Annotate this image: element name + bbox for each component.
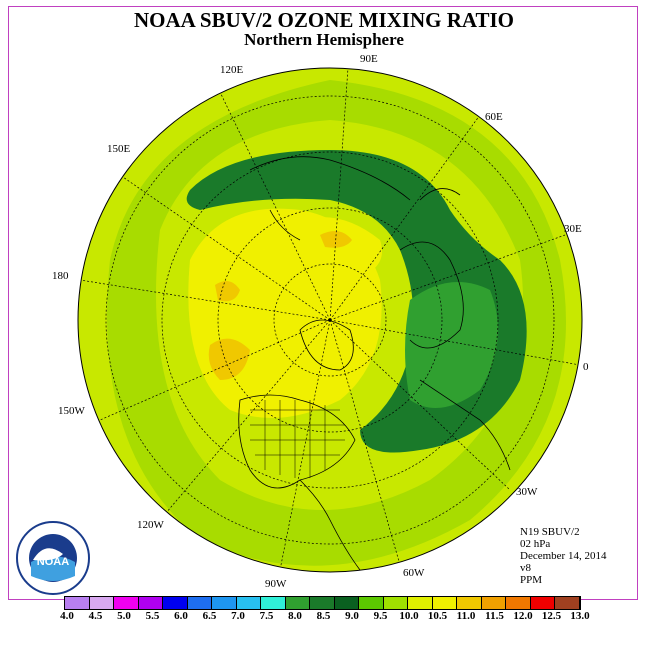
colorbar-cell xyxy=(163,597,188,609)
colorbar-cell xyxy=(530,597,555,609)
colorbar-tick-label: 10.0 xyxy=(399,610,419,622)
info-level: 02 hPa xyxy=(520,538,551,550)
info-version: v8 xyxy=(520,562,531,574)
colorbar-cell xyxy=(89,597,114,609)
lon-label-60e: 60E xyxy=(485,111,503,123)
field-orange-1 xyxy=(215,281,240,302)
lon-label-120w: 120W xyxy=(137,519,165,531)
colorbar-tick-label: 8.0 xyxy=(288,610,302,622)
colorbar-tick-label: 11.0 xyxy=(456,610,476,622)
lon-label-90e: 90E xyxy=(360,53,378,65)
logo-text: NOAA xyxy=(37,556,69,568)
lon-label-150e: 150E xyxy=(107,143,131,155)
colorbar-tick-label: 6.0 xyxy=(174,610,188,622)
info-date: December 14, 2014 xyxy=(520,550,607,562)
colorbar-cell xyxy=(212,597,237,609)
info-units: PPM xyxy=(520,574,543,586)
colorbar-cell xyxy=(334,597,359,609)
colorbar-cell xyxy=(481,597,506,609)
field-orange-2 xyxy=(208,338,250,380)
colorbar-cell xyxy=(187,597,212,609)
colorbar-tick-label: 12.0 xyxy=(513,610,533,622)
lon-label-120e: 120E xyxy=(220,64,244,76)
colorbar-cell xyxy=(408,597,433,609)
colorbar-cell xyxy=(359,597,384,609)
colorbar-cell xyxy=(432,597,457,609)
colorbar-tick-label: 11.5 xyxy=(485,610,504,622)
colorbar-tick-label: 4.0 xyxy=(60,610,74,622)
field-green-core xyxy=(405,282,498,408)
page-title: NOAA SBUV/2 OZONE MIXING RATIO xyxy=(134,8,514,32)
colorbar-tick-label: 9.5 xyxy=(373,610,388,622)
colorbar-tick-label: 9.0 xyxy=(345,610,359,622)
colorbar-tick-label: 7.5 xyxy=(259,610,274,622)
lon-label-0: 0 xyxy=(583,361,589,373)
colorbar-tick-label: 8.5 xyxy=(316,610,331,622)
map-border xyxy=(77,67,583,573)
lon-label-60w: 60W xyxy=(403,567,425,579)
colorbar-tick-label: 10.5 xyxy=(427,610,448,622)
noaa-logo: NOAA xyxy=(16,521,90,595)
colorbar-cell xyxy=(457,597,482,609)
colorbar-ticks: 4.0 4.5 5.0 5.5 6.0 6.5 7.0 7.5 8.0 8.5 9.0 9.5 10.0… xyxy=(0,610,648,624)
lon-label-30e: 30E xyxy=(564,223,582,235)
colorbar-cell xyxy=(310,597,335,609)
colorbar-tick-label: 13.0 xyxy=(570,610,590,622)
colorbar-cell xyxy=(285,597,310,609)
lon-label-90w: 90W xyxy=(265,578,287,590)
colorbar-cell xyxy=(555,597,580,609)
colorbar-cell xyxy=(383,597,408,609)
lon-label-150w: 150W xyxy=(58,405,86,417)
colorbar-tick-label: 5.5 xyxy=(145,610,160,622)
colorbar-cell xyxy=(506,597,531,609)
page-subtitle: Northern Hemisphere xyxy=(244,30,404,49)
colorbar-tick-label: 4.5 xyxy=(88,610,103,622)
colorbar-cell xyxy=(138,597,163,609)
lon-label-180: 180 xyxy=(52,270,69,282)
colorbar-tick-label: 12.5 xyxy=(541,610,562,622)
info-instrument: N19 SBUV/2 xyxy=(520,526,580,538)
colorbar-cell xyxy=(114,597,139,609)
info-block: N19 SBUV/2 02 hPa December 14, 2014 v8 P… xyxy=(520,526,606,586)
colorbar-tick-label: 6.5 xyxy=(202,610,217,622)
colorbar-cell xyxy=(261,597,286,609)
colorbar-cell xyxy=(236,597,261,609)
colorbar-cell xyxy=(65,597,90,609)
colorbar-tick-label: 7.0 xyxy=(231,610,245,622)
lon-label-30w: 30W xyxy=(516,486,538,498)
colorbar xyxy=(64,596,581,610)
colorbar-tick-label: 5.0 xyxy=(117,610,131,622)
